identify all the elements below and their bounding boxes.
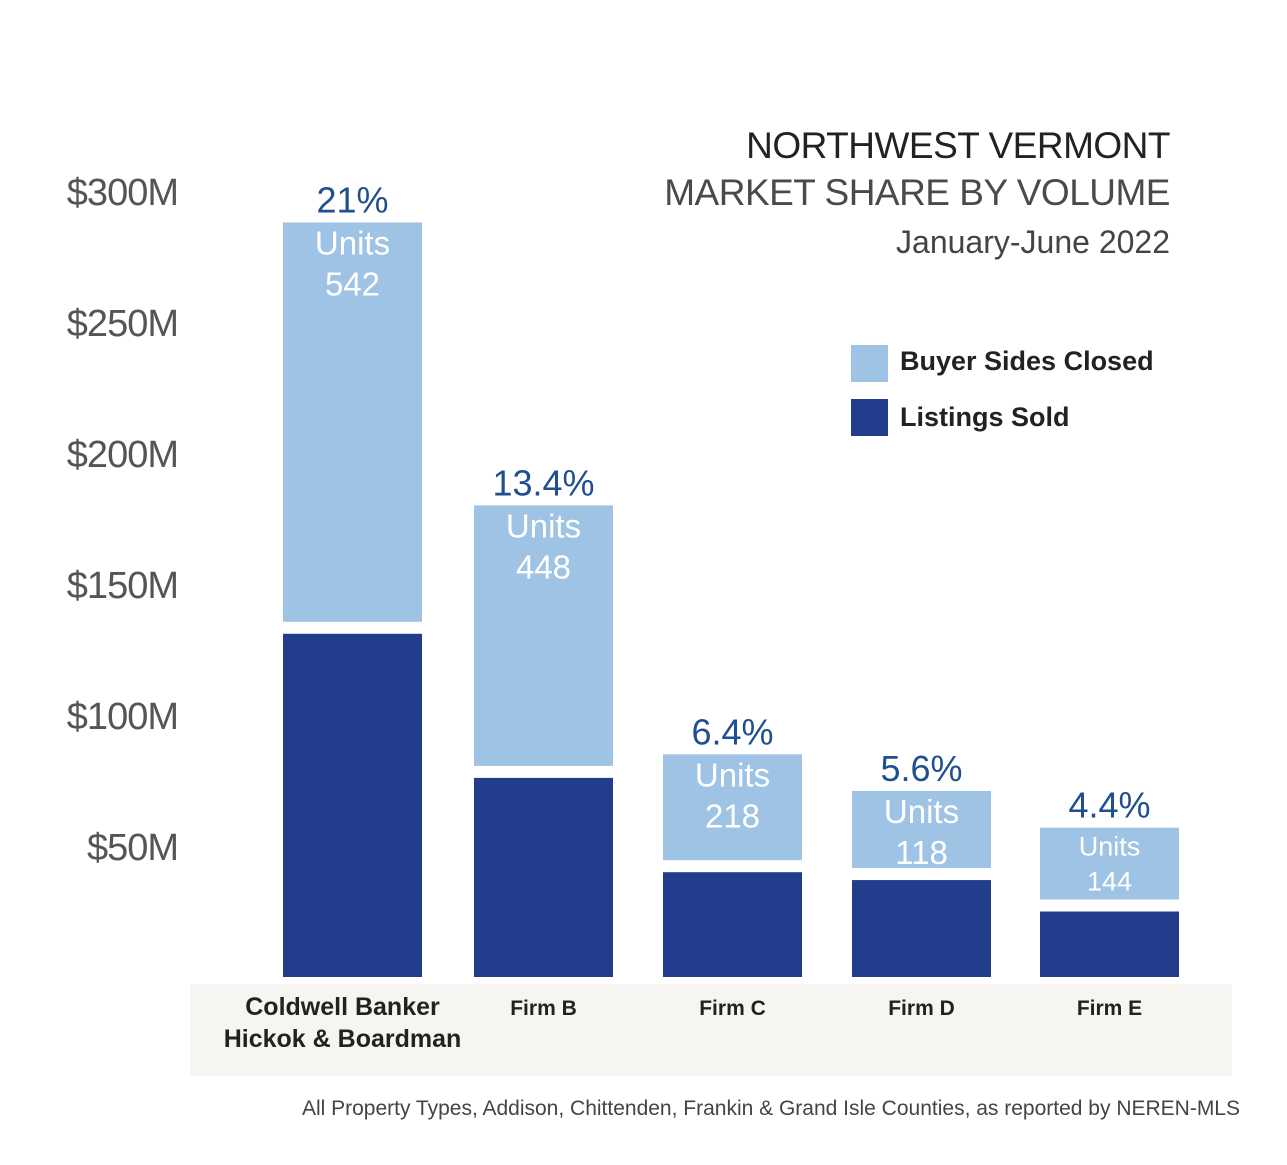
y-tick-label: $50M bbox=[87, 827, 178, 869]
bar-buyer-sides-closed bbox=[474, 505, 613, 766]
bar-group: 21% Units 542 bbox=[283, 179, 422, 977]
bar-group: 5.6% Units 118 bbox=[852, 748, 991, 977]
category-label: Firm B bbox=[510, 997, 577, 1020]
y-tick-label: $250M bbox=[67, 303, 178, 345]
legend-label-buyer-sides: Buyer Sides Closed bbox=[900, 346, 1154, 376]
bar-listings-sold bbox=[852, 880, 991, 977]
bars: 21% Units 542 13.4% Units 448 6.4% Units 218 5.6%… bbox=[283, 179, 1179, 977]
legend: Buyer Sides Closed Listings Sold bbox=[851, 345, 1154, 436]
bar-listings-sold bbox=[663, 872, 802, 977]
y-tick-label: $300M bbox=[67, 172, 178, 214]
units-label: Units bbox=[695, 756, 770, 793]
bar-listings-sold bbox=[283, 633, 422, 977]
market-share-label: 21% bbox=[316, 179, 388, 220]
units-label: Units bbox=[315, 224, 390, 261]
units-value: 542 bbox=[325, 265, 380, 302]
category-label: Firm C bbox=[699, 997, 766, 1020]
units-value: 218 bbox=[705, 797, 760, 834]
market-share-label: 6.4% bbox=[691, 711, 773, 752]
category-labels: Coldwell Banker Hickok & Boardman Firm B Fi… bbox=[224, 993, 1142, 1053]
y-tick-label: $100M bbox=[67, 696, 178, 738]
market-share-label: 5.6% bbox=[880, 748, 962, 789]
bar-buyer-sides-closed bbox=[1040, 827, 1179, 900]
bar-buyer-sides-closed bbox=[852, 790, 991, 869]
market-share-label: 4.4% bbox=[1068, 785, 1150, 826]
y-tick-label: $150M bbox=[67, 565, 178, 607]
bar-buyer-sides-closed bbox=[663, 754, 802, 861]
bar-group: 6.4% Units 218 bbox=[663, 711, 802, 977]
units-value: 118 bbox=[895, 834, 948, 871]
market-share-label: 13.4% bbox=[492, 462, 594, 503]
chart-title: NORTHWEST VERMONT bbox=[746, 125, 1170, 166]
footnote: All Property Types, Addison, Chittenden,… bbox=[302, 1097, 1240, 1120]
units-value: 144 bbox=[1087, 867, 1132, 897]
units-label: Units bbox=[1079, 832, 1141, 862]
units-label: Units bbox=[506, 507, 581, 544]
bar-buyer-sides-closed bbox=[283, 222, 422, 622]
bar-listings-sold bbox=[474, 777, 613, 977]
bar-group: 13.4% Units 448 bbox=[474, 462, 613, 977]
legend-swatch-listings-sold bbox=[851, 399, 888, 436]
units-label: Units bbox=[884, 793, 959, 830]
units-value: 448 bbox=[516, 548, 571, 585]
bar-group: 4.4% Units 144 bbox=[1040, 785, 1179, 977]
category-label-band bbox=[190, 984, 1232, 1076]
category-label: Hickok & Boardman bbox=[224, 1025, 462, 1053]
bar-listings-sold bbox=[1040, 911, 1179, 977]
legend-swatch-buyer-sides bbox=[851, 345, 888, 382]
category-label: Coldwell Banker bbox=[245, 993, 440, 1021]
legend-label-listings-sold: Listings Sold bbox=[900, 402, 1070, 432]
y-tick-label: $200M bbox=[67, 434, 178, 476]
chart-subtitle: MARKET SHARE BY VOLUME bbox=[664, 172, 1170, 213]
y-axis: $50M $100M $150M $200M $250M $300M bbox=[67, 172, 179, 869]
chart-period: January-June 2022 bbox=[896, 224, 1170, 260]
category-label: Firm E bbox=[1077, 997, 1142, 1020]
category-label: Firm D bbox=[888, 997, 955, 1020]
